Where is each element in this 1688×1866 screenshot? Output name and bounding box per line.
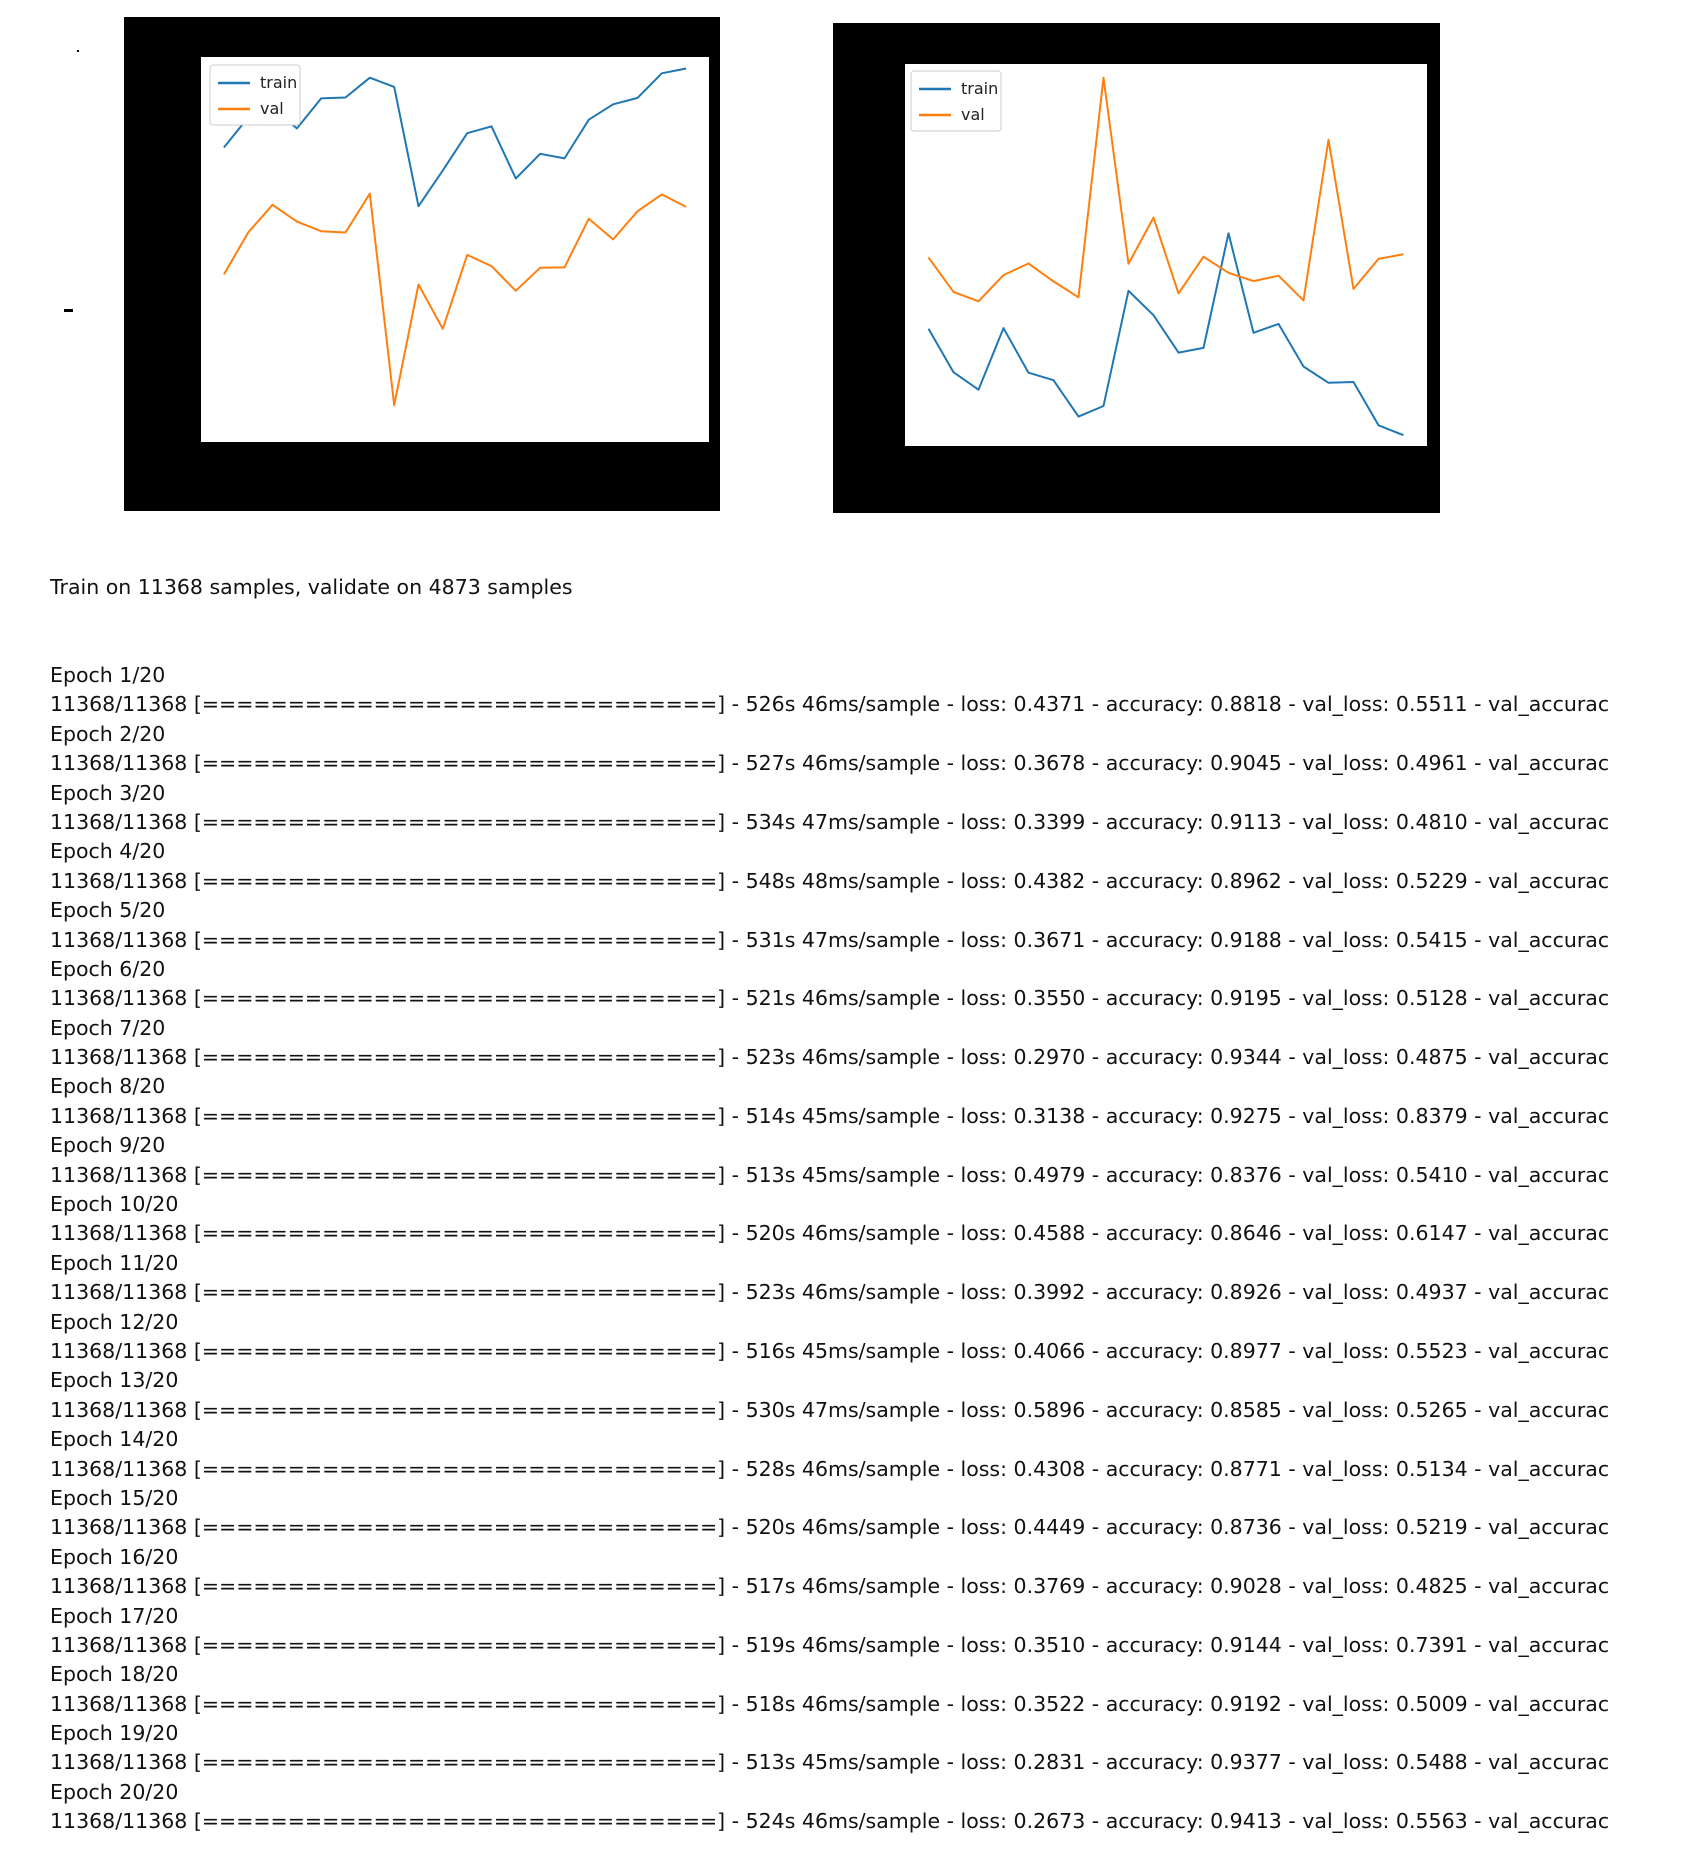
epoch-result-line: 11368/11368 [===========================…	[50, 1221, 1610, 1246]
epoch-label: Epoch 17/20	[50, 1603, 179, 1628]
epoch-label: Epoch 19/20	[50, 1721, 179, 1746]
epoch-label: Epoch 15/20	[50, 1485, 179, 1510]
epoch-label: Epoch 11/20	[50, 1250, 179, 1275]
epoch-label: Epoch 16/20	[50, 1544, 179, 1569]
epoch-result-line: 11368/11368 [===========================…	[50, 1515, 1610, 1540]
series-line-val	[927, 76, 1404, 303]
epoch-label: Epoch 12/20	[50, 1309, 179, 1334]
epoch-label: Epoch 5/20	[50, 898, 166, 923]
epoch-label: Epoch 4/20	[50, 839, 166, 864]
series-line-train	[223, 67, 687, 208]
log-header: Train on 11368 samples, validate on 4873…	[50, 574, 573, 599]
epoch-label: Epoch 7/20	[50, 1015, 166, 1040]
epoch-label: Epoch 8/20	[50, 1074, 166, 1099]
epoch-label: Epoch 18/20	[50, 1662, 179, 1687]
epoch-result-line: 11368/11368 [===========================…	[50, 1809, 1610, 1834]
epoch-label: Epoch 6/20	[50, 956, 166, 981]
training-log: Train on 11368 samples, validate on 4873…	[50, 514, 1610, 1866]
epoch-result-line: 11368/11368 [===========================…	[50, 1397, 1610, 1422]
epoch-result-line: 11368/11368 [===========================…	[50, 809, 1610, 834]
series-line-train	[927, 232, 1404, 437]
legend: train val	[910, 70, 1002, 132]
epoch-result-line: 11368/11368 [===========================…	[50, 1045, 1610, 1070]
stray-dot	[77, 50, 79, 52]
epoch-result-line: 11368/11368 [===========================…	[50, 1103, 1610, 1128]
epoch-label: Epoch 3/20	[50, 780, 166, 805]
legend-label-val: val	[260, 99, 284, 118]
epoch-label: Epoch 14/20	[50, 1427, 179, 1452]
epoch-result-line: 11368/11368 [===========================…	[50, 1339, 1610, 1363]
epoch-label: Epoch 20/20	[50, 1779, 179, 1804]
epoch-result-line: 11368/11368 [===========================…	[50, 692, 1610, 717]
epoch-result-line: 11368/11368 [===========================…	[50, 751, 1610, 776]
epoch-result-line: 11368/11368 [===========================…	[50, 1162, 1610, 1187]
chart-svg: train val	[905, 64, 1427, 446]
epoch-result-line: 11368/11368 [===========================…	[50, 1456, 1610, 1481]
epoch-label: Epoch 9/20	[50, 1133, 166, 1158]
series-line-val	[223, 192, 687, 407]
accuracy-chart: train val	[124, 17, 720, 511]
epoch-result-line: 11368/11368 [===========================…	[50, 868, 1610, 893]
epoch-result-line: 11368/11368 [===========================…	[50, 1574, 1610, 1599]
epoch-label: Epoch 2/20	[50, 721, 166, 746]
epoch-label: Epoch 10/20	[50, 1192, 179, 1217]
legend: train val	[209, 64, 301, 126]
epoch-label: Epoch 1/20	[50, 663, 166, 688]
log-lines: Epoch 1/20 11368/11368 [=================…	[50, 661, 1610, 1837]
loss-chart: train val	[833, 23, 1440, 513]
epoch-result-line: 11368/11368 [===========================…	[50, 1280, 1610, 1305]
legend-label-val: val	[961, 105, 985, 124]
epoch-result-line: 11368/11368 [===========================…	[50, 927, 1610, 952]
legend-label-train: train	[961, 79, 998, 98]
chart-svg: train val	[201, 57, 709, 442]
epoch-result-line: 11368/11368 [===========================…	[50, 1691, 1610, 1716]
epoch-result-line: 11368/11368 [===========================…	[50, 1750, 1610, 1775]
epoch-result-line: 11368/11368 [===========================…	[50, 986, 1610, 1011]
epoch-result-line: 11368/11368 [===========================…	[50, 1632, 1610, 1657]
stray-dash	[64, 309, 73, 312]
legend-label-train: train	[260, 73, 297, 92]
epoch-label: Epoch 13/20	[50, 1368, 179, 1393]
